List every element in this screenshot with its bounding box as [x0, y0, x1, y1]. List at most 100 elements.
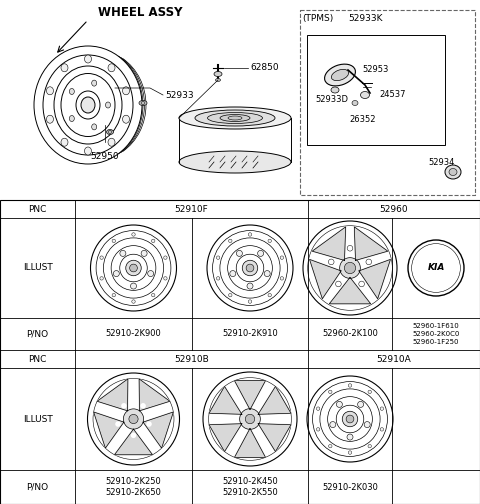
Circle shape [364, 421, 370, 427]
Polygon shape [139, 379, 170, 411]
Circle shape [120, 250, 126, 257]
Ellipse shape [61, 64, 68, 72]
Ellipse shape [106, 102, 110, 108]
Text: ILLUST: ILLUST [23, 264, 52, 273]
Ellipse shape [108, 138, 115, 146]
Polygon shape [359, 260, 390, 299]
Ellipse shape [108, 131, 112, 134]
Text: 52934: 52934 [428, 158, 455, 167]
Circle shape [366, 259, 372, 265]
Circle shape [248, 233, 252, 236]
Ellipse shape [122, 115, 130, 123]
Circle shape [329, 445, 332, 448]
Circle shape [328, 259, 334, 265]
Circle shape [131, 432, 136, 438]
Circle shape [368, 390, 372, 394]
Ellipse shape [331, 70, 348, 81]
Circle shape [230, 271, 236, 277]
Circle shape [245, 414, 255, 424]
Circle shape [336, 281, 341, 287]
Text: 52960-1F610
52960-2K0C0
52960-1F250: 52960-1F610 52960-2K0C0 52960-1F250 [412, 323, 460, 345]
Circle shape [346, 415, 354, 423]
Circle shape [148, 271, 154, 277]
Text: PNC: PNC [28, 205, 47, 214]
Ellipse shape [214, 72, 222, 77]
Text: KIA: KIA [427, 264, 444, 273]
Circle shape [100, 256, 103, 260]
Polygon shape [258, 387, 291, 414]
Ellipse shape [179, 151, 291, 173]
Text: 26352: 26352 [349, 115, 375, 124]
Bar [307, 35, 445, 145]
Polygon shape [310, 260, 341, 299]
Circle shape [280, 277, 284, 280]
Circle shape [129, 414, 138, 423]
Text: 52933: 52933 [165, 91, 193, 99]
Ellipse shape [92, 80, 96, 86]
Ellipse shape [207, 112, 263, 123]
Circle shape [146, 421, 152, 427]
Circle shape [228, 239, 232, 242]
Polygon shape [354, 227, 388, 261]
Circle shape [112, 239, 116, 242]
Circle shape [131, 283, 136, 289]
Ellipse shape [81, 97, 95, 113]
Circle shape [248, 300, 252, 303]
Text: 52910F: 52910F [175, 205, 208, 214]
Circle shape [359, 281, 364, 287]
Circle shape [247, 283, 253, 289]
Ellipse shape [108, 64, 115, 72]
Ellipse shape [445, 165, 461, 179]
Circle shape [246, 264, 254, 272]
Circle shape [340, 258, 360, 278]
Circle shape [152, 239, 155, 242]
Ellipse shape [195, 110, 275, 126]
Circle shape [348, 451, 352, 454]
Circle shape [280, 256, 284, 260]
Circle shape [268, 239, 271, 242]
Circle shape [342, 411, 358, 427]
Ellipse shape [92, 124, 96, 130]
Text: (TPMS): (TPMS) [302, 14, 333, 23]
Text: 52910-2K910: 52910-2K910 [222, 330, 278, 339]
Ellipse shape [122, 87, 130, 95]
Ellipse shape [84, 55, 92, 63]
Circle shape [264, 271, 270, 277]
Text: 52950: 52950 [91, 152, 120, 161]
Circle shape [112, 293, 116, 297]
Polygon shape [209, 424, 242, 452]
Bar [300, 10, 475, 195]
Text: 62850: 62850 [250, 64, 278, 73]
Circle shape [242, 260, 258, 276]
Polygon shape [329, 277, 371, 304]
Text: 24537: 24537 [379, 90, 406, 99]
Text: 52953: 52953 [362, 65, 388, 74]
Polygon shape [258, 424, 291, 452]
Ellipse shape [324, 64, 355, 86]
Text: 52960-2K100: 52960-2K100 [322, 330, 378, 339]
Circle shape [268, 293, 271, 297]
Circle shape [141, 250, 147, 257]
Circle shape [347, 245, 353, 251]
Circle shape [236, 250, 242, 257]
Ellipse shape [179, 107, 291, 129]
Circle shape [130, 264, 137, 272]
Text: 52960: 52960 [380, 205, 408, 214]
Ellipse shape [69, 89, 74, 94]
Circle shape [164, 277, 167, 280]
Text: WHEEL ASSY: WHEEL ASSY [98, 6, 182, 19]
Ellipse shape [360, 92, 370, 98]
Circle shape [329, 390, 332, 394]
Text: 52910-2K900: 52910-2K900 [106, 330, 161, 339]
Text: 52910-2K450
52910-2K550: 52910-2K450 52910-2K550 [222, 477, 278, 497]
Polygon shape [235, 428, 265, 457]
Ellipse shape [228, 116, 242, 120]
Ellipse shape [84, 147, 92, 155]
Circle shape [132, 233, 135, 236]
Ellipse shape [331, 87, 339, 93]
Polygon shape [97, 379, 128, 411]
Circle shape [140, 403, 146, 409]
Circle shape [336, 401, 342, 407]
Text: P/NO: P/NO [26, 482, 48, 491]
Text: 52910-2K250
52910-2K650: 52910-2K250 52910-2K650 [106, 477, 161, 497]
